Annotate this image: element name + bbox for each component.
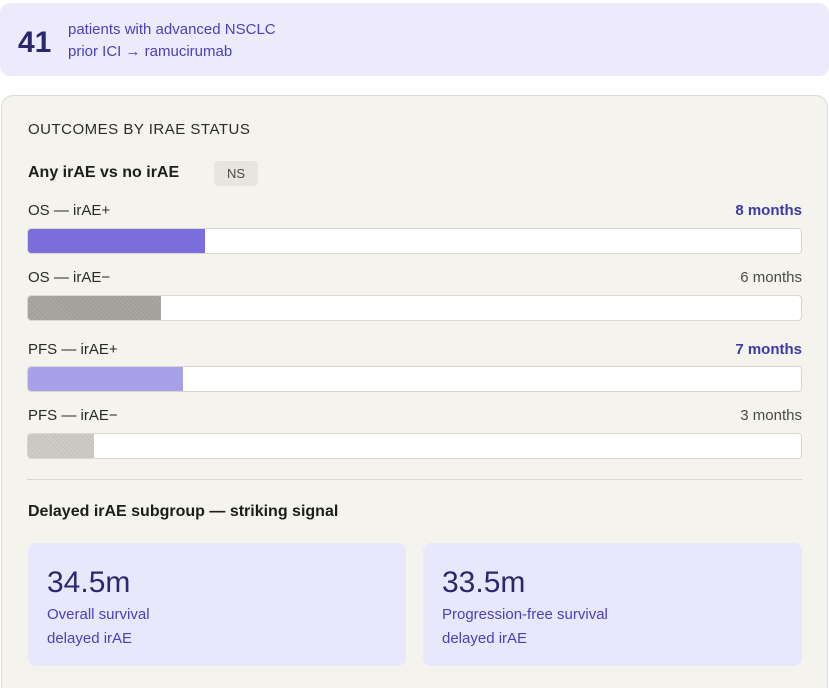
bar-value-pfs-irae-neg: 3 months [740, 407, 802, 424]
bar-pfs-irae-neg [28, 434, 94, 458]
bar-track-os-irae-pos [27, 228, 802, 254]
bar-pfs-irae-pos [28, 367, 183, 391]
cohort-description: patients with advanced NSCLC [68, 21, 276, 38]
bar-value-os-irae-neg: 6 months [740, 269, 802, 286]
overall-survival-card: 34.5m Overall survival delayed irAE [28, 543, 406, 666]
section-title: OUTCOMES BY IRAE STATUS [28, 121, 251, 138]
bar-os-irae-pos [28, 229, 205, 253]
overall-survival-value: 34.5m [47, 566, 131, 599]
patient-count: 41 [18, 26, 52, 59]
treatment-sequence: prior ICI → ramucirumab [68, 43, 233, 60]
section-divider [27, 479, 802, 480]
bar-os-irae-neg [28, 296, 161, 320]
progression-free-survival-label: Progression-free survival [442, 606, 608, 623]
bar-label-os-irae-pos: OS — irAE+ [28, 202, 111, 219]
bar-value-pfs-irae-pos: 7 months [735, 341, 802, 358]
progression-free-survival-card: 33.5m Progression-free survival delayed … [423, 543, 802, 666]
bar-track-os-irae-neg [27, 295, 802, 321]
cohort-summary-card: 41 patients with advanced NSCLC prior IC… [0, 3, 829, 76]
significance-badge: NS [214, 161, 258, 186]
progression-free-survival-subgroup: delayed irAE [442, 630, 528, 647]
bar-track-pfs-irae-pos [27, 366, 802, 392]
bar-track-pfs-irae-neg [27, 433, 802, 459]
progression-free-survival-value: 33.5m [442, 566, 526, 599]
comparison-title: Any irAE vs no irAE [28, 164, 180, 181]
bar-label-pfs-irae-neg: PFS — irAE− [28, 407, 118, 424]
delayed-subgroup-title: Delayed irAE subgroup — striking signal [28, 503, 339, 520]
bar-label-os-irae-neg: OS — irAE− [28, 269, 111, 286]
bar-value-os-irae-pos: 8 months [735, 202, 802, 219]
overall-survival-subgroup: delayed irAE [47, 630, 133, 647]
bar-label-pfs-irae-pos: PFS — irAE+ [28, 341, 118, 358]
overall-survival-label: Overall survival [47, 606, 150, 623]
